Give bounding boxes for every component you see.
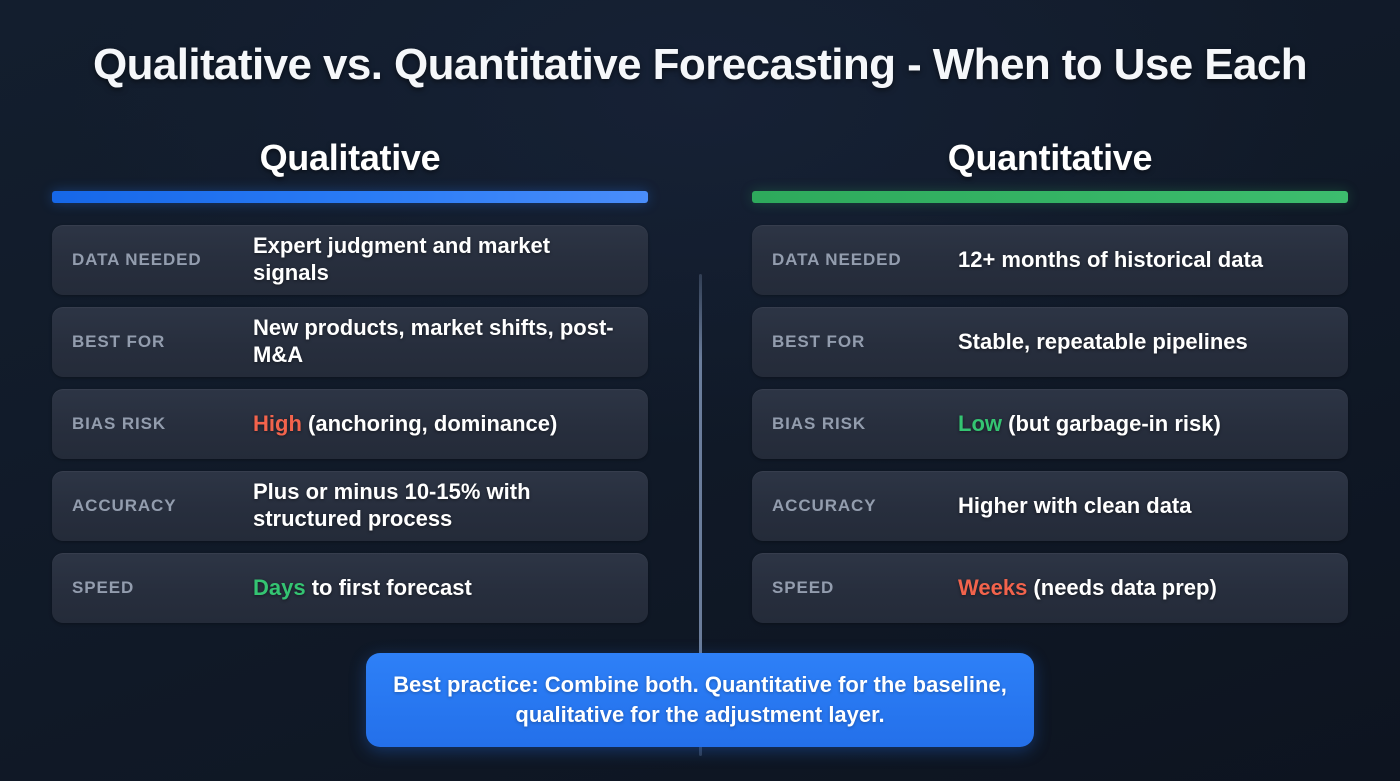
row-value-rest: (anchoring, dominance): [301, 410, 558, 436]
row-value: Low (but garbage-in risk): [958, 411, 1328, 438]
row-label: ACCURACY: [72, 496, 177, 515]
rows-quantitative: DATA NEEDED 12+ months of historical dat…: [752, 225, 1348, 623]
page-title: Qualitative vs. Quantitative Forecasting…: [92, 40, 1308, 89]
table-row: SPEED Days to first forecast: [52, 553, 648, 623]
row-label: DATA NEEDED: [772, 250, 902, 269]
column-heading-qualitative: Qualitative: [259, 137, 441, 178]
table-row: ACCURACY Higher with clean data: [752, 471, 1348, 541]
row-value-highlight: High: [253, 410, 302, 436]
row-value: Plus or minus 10-15% with structured pro…: [253, 479, 531, 531]
row-value-highlight: Low: [958, 410, 1002, 436]
accent-bar-qualitative: [52, 191, 648, 203]
column-heading-quantitative: Quantitative: [947, 137, 1153, 178]
row-value-rest: to first forecast: [305, 574, 472, 600]
comparison-columns: Qualitative DATA NEEDED Expert judgment …: [0, 134, 1400, 756]
row-label: BIAS RISK: [772, 414, 867, 433]
row-label: BEST FOR: [72, 332, 166, 351]
table-row: DATA NEEDED Expert judgment and market s…: [52, 225, 648, 295]
row-value: New products, market shifts, post-M&A: [253, 315, 614, 367]
row-value: High (anchoring, dominance): [253, 411, 628, 438]
row-label: SPEED: [72, 578, 135, 597]
row-value: Weeks (needs data prep): [958, 575, 1328, 602]
row-label: BIAS RISK: [72, 414, 167, 433]
row-value: Stable, repeatable pipelines: [958, 328, 1248, 354]
table-row: BEST FOR New products, market shifts, po…: [52, 307, 648, 377]
row-value-highlight: Days: [253, 574, 306, 600]
row-value: 12+ months of historical data: [958, 246, 1264, 272]
row-label: ACCURACY: [772, 496, 877, 515]
rows-qualitative: DATA NEEDED Expert judgment and market s…: [52, 225, 648, 623]
row-value-rest: (but garbage-in risk): [1002, 410, 1221, 436]
row-value: Higher with clean data: [958, 492, 1192, 518]
table-row: SPEED Weeks (needs data prep): [752, 553, 1348, 623]
table-row: DATA NEEDED 12+ months of historical dat…: [752, 225, 1348, 295]
column-quantitative: Quantitative DATA NEEDED 12+ months of h…: [752, 134, 1348, 623]
row-label: DATA NEEDED: [72, 250, 202, 269]
column-qualitative: Qualitative DATA NEEDED Expert judgment …: [52, 134, 648, 623]
row-label: BEST FOR: [772, 332, 866, 351]
table-row: BIAS RISK Low (but garbage-in risk): [752, 389, 1348, 459]
best-practice-banner: Best practice: Combine both. Quantitativ…: [366, 653, 1034, 747]
table-row: BIAS RISK High (anchoring, dominance): [52, 389, 648, 459]
row-label: SPEED: [772, 578, 835, 597]
row-value: Expert judgment and market signals: [253, 233, 551, 285]
row-value-highlight: Weeks: [958, 574, 1028, 600]
table-row: ACCURACY Plus or minus 10-15% with struc…: [52, 471, 648, 541]
row-value-rest: (needs data prep): [1027, 574, 1217, 600]
table-row: BEST FOR Stable, repeatable pipelines: [752, 307, 1348, 377]
row-value: Days to first forecast: [253, 575, 628, 602]
best-practice-text: Best practice: Combine both. Quantitativ…: [393, 672, 1007, 727]
accent-bar-quantitative: [752, 191, 1348, 203]
column-divider: [699, 274, 702, 756]
